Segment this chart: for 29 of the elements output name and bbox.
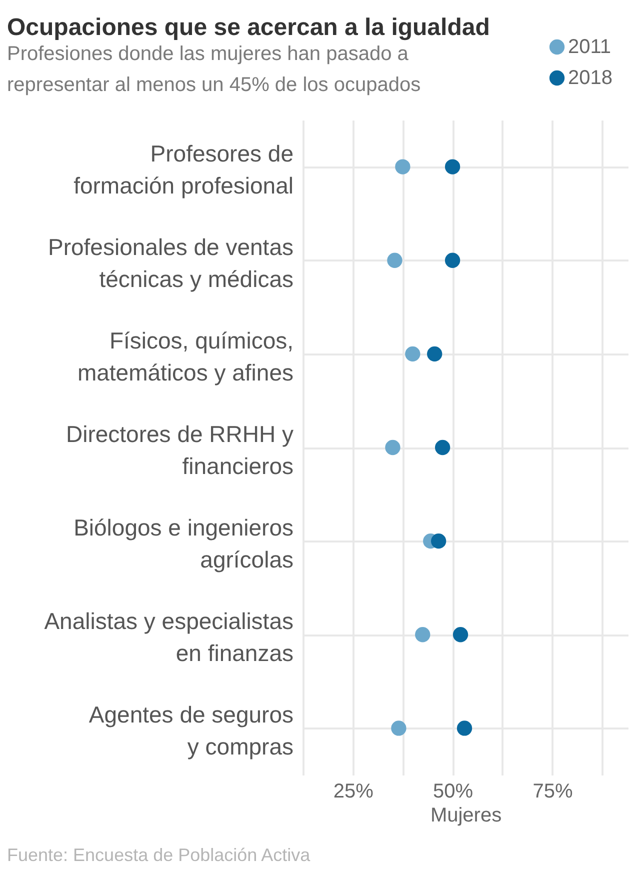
point (387, 252, 402, 268)
point (434, 440, 450, 456)
point (415, 627, 430, 642)
y-tick-label: Directores de RRHH y financieros (66, 421, 294, 479)
legend-label: 2011 (568, 36, 612, 58)
x-tick-label: 75% (532, 780, 573, 802)
source-note: Fuente: Encuesta de Población Activa (7, 845, 312, 865)
y-tick-label: Analistas y especialistas en finanzas (44, 608, 294, 666)
point (444, 159, 460, 174)
y-tick-label: Físicos, químicos, matemáticos y afines (77, 327, 294, 386)
point (444, 252, 460, 268)
x-tick-label: 50% (433, 780, 474, 802)
point (431, 534, 446, 549)
y-tick-label: Profesionales de ventas técnicas y médicas (48, 234, 294, 292)
point (405, 346, 420, 362)
point (391, 720, 406, 736)
y-tick-label: Profesores de formación profesional (74, 140, 294, 198)
point (385, 440, 400, 456)
y-tick-label: Agentes de seguros y compras (88, 702, 294, 760)
y-tick-label: Biólogos e ingenieros agrícolas (74, 514, 294, 573)
point (456, 720, 472, 736)
x-axis-title: Mujeres (430, 804, 502, 826)
point (452, 627, 468, 642)
point (427, 346, 442, 362)
point (395, 159, 410, 174)
x-tick-label: 25% (333, 780, 374, 802)
chart-subtitle: Profesiones donde las mujeres han pasado a representar al menos un 45% de los ocupados (7, 43, 421, 96)
legend-label: 2018 (568, 67, 612, 89)
chart-title: Ocupaciones que se acercan a la igualdad (7, 14, 490, 41)
